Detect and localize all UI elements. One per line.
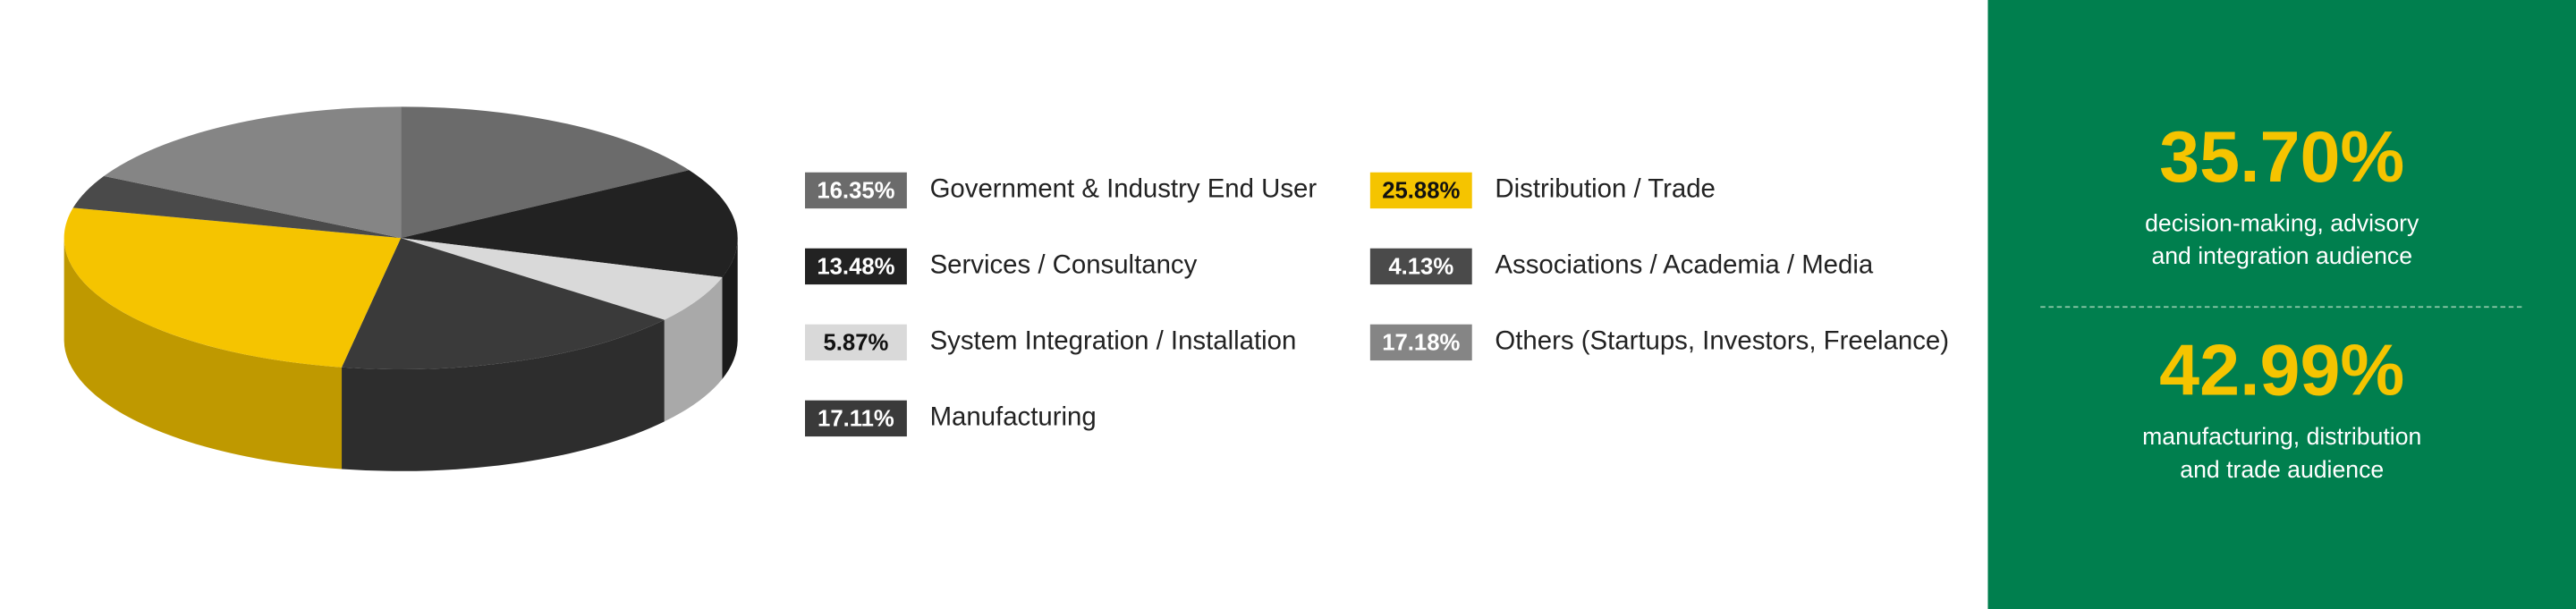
legend-label: System Integration / Installation [930, 326, 1297, 356]
slice-side [64, 238, 343, 469]
highlight-text: manufacturing, distribution [2142, 423, 2421, 450]
slice [401, 106, 690, 239]
legend-label: Others (Startups, Investors, Freelance) [1495, 326, 1949, 356]
legend-value: 17.11% [818, 407, 894, 432]
highlight-value: 35.70% [2159, 117, 2404, 198]
highlight-text: decision-making, advisory [2145, 210, 2419, 237]
pie [64, 106, 738, 471]
legend-swatch [1369, 324, 1472, 361]
highlight-text: and trade audience [2180, 456, 2384, 483]
highlight-value: 42.99% [2159, 331, 2404, 411]
legend-value: 17.18% [1382, 331, 1460, 356]
legend-swatch [805, 172, 907, 209]
legend-swatch [1369, 248, 1472, 285]
slice [104, 106, 402, 239]
legend-swatch [1369, 172, 1472, 209]
highlights: 35.70% decision-making, advisory and integ… [2142, 117, 2421, 483]
highlight-panel [1987, 0, 2576, 609]
slice [72, 175, 402, 239]
slice-side [722, 238, 738, 379]
slice [401, 238, 723, 320]
legend-label: Manufacturing [930, 402, 1097, 432]
legend-label: Distribution / Trade [1495, 174, 1715, 204]
legend-swatch [805, 248, 907, 285]
legend-value: 16.35% [817, 179, 894, 204]
legend-swatch [805, 324, 907, 361]
slice-side [342, 319, 665, 471]
legend-value: 5.87% [824, 331, 889, 356]
legend-label: Services / Consultancy [930, 250, 1198, 280]
slice [401, 170, 738, 278]
slice-side [664, 277, 723, 422]
slice [342, 238, 665, 370]
legend-label: Government & Industry End User [930, 174, 1318, 204]
highlight-text: and integration audience [2151, 242, 2412, 269]
slice [64, 207, 402, 368]
legend-label: Associations / Academia / Media [1495, 250, 1873, 280]
legend-value: 4.13% [1388, 255, 1453, 280]
legend-swatch [805, 400, 907, 437]
legend: 16.35% Government & Industry End User 13.4… [805, 172, 1949, 437]
legend-value: 25.88% [1382, 179, 1460, 204]
legend-value: 13.48% [817, 255, 894, 280]
